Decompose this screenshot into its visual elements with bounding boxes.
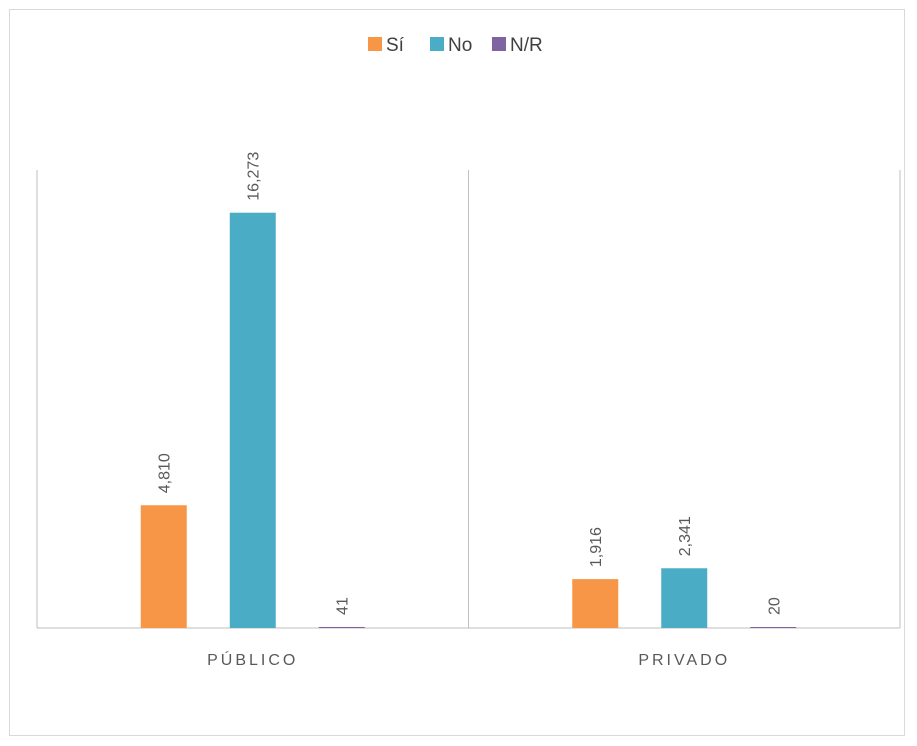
legend-swatch — [430, 37, 444, 51]
legend-label: Sí — [386, 35, 405, 56]
bar-n-r-privado — [750, 627, 797, 628]
data-label-n-r-publico: 41 — [335, 597, 352, 615]
bar-no-publico — [229, 212, 276, 628]
bar-si-privado — [572, 579, 619, 628]
legend-item-si: Sí — [368, 35, 405, 56]
data-label-n-r-privado: 20 — [766, 597, 783, 615]
legend-label: N/R — [510, 35, 543, 56]
legend-item-n-r: N/R — [492, 35, 543, 56]
legend-swatch — [492, 37, 506, 51]
legend-swatch — [368, 37, 382, 51]
data-label-si-publico: 4,810 — [157, 453, 174, 493]
bars — [140, 212, 797, 628]
data-labels: 4,810 16,273 41 1,916 2,341 20 — [157, 152, 784, 615]
legend: Sí No N/R — [368, 35, 543, 56]
bar-no-privado — [661, 568, 708, 628]
data-label-no-privado: 2,341 — [677, 516, 694, 556]
category-label-privado: PRIVADO — [638, 652, 730, 669]
data-label-si-privado: 1,916 — [588, 527, 605, 567]
bar-si-publico — [140, 505, 187, 628]
category-label-publico: PÚBLICO — [207, 650, 298, 669]
bar-n-r-publico — [318, 626, 365, 628]
data-label-no-publico: 16,273 — [246, 152, 263, 201]
legend-item-no: No — [430, 35, 472, 56]
category-labels: PÚBLICO PRIVADO — [207, 650, 730, 669]
legend-label: No — [448, 35, 472, 56]
